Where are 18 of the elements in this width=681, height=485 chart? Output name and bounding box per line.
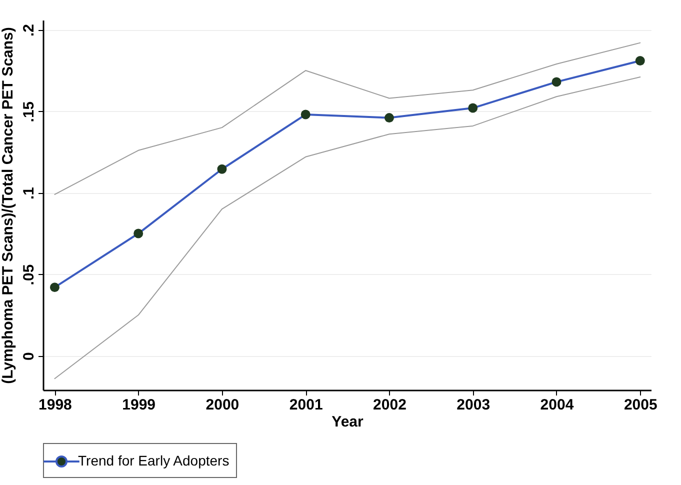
line-series	[54, 42, 641, 195]
x-tick-label: 1998	[38, 396, 72, 414]
line-series	[54, 76, 641, 380]
y-tick-label: .15	[20, 101, 38, 122]
x-tick-label: 2004	[540, 396, 574, 414]
y-tick-label: 0	[20, 352, 38, 360]
x-tick-label: 2000	[206, 396, 240, 414]
x-tick-label: 2003	[456, 396, 490, 414]
x-tick-label: 2002	[373, 396, 406, 414]
y-tick-label: .05	[20, 264, 38, 286]
x-tick-label: 1999	[122, 396, 156, 414]
legend-label: Trend for Early Adopters	[78, 452, 230, 468]
x-tick-label: 2005	[624, 396, 658, 414]
x-axis-title: Year	[332, 414, 364, 430]
y-tick-label: .1	[20, 187, 38, 200]
x-tick-label: 2001	[289, 396, 323, 414]
y-tick-label: .2	[20, 24, 38, 37]
y-axis-title: (Lymphoma PET Scans)/(Total Cancer PET Scans)	[0, 27, 16, 384]
